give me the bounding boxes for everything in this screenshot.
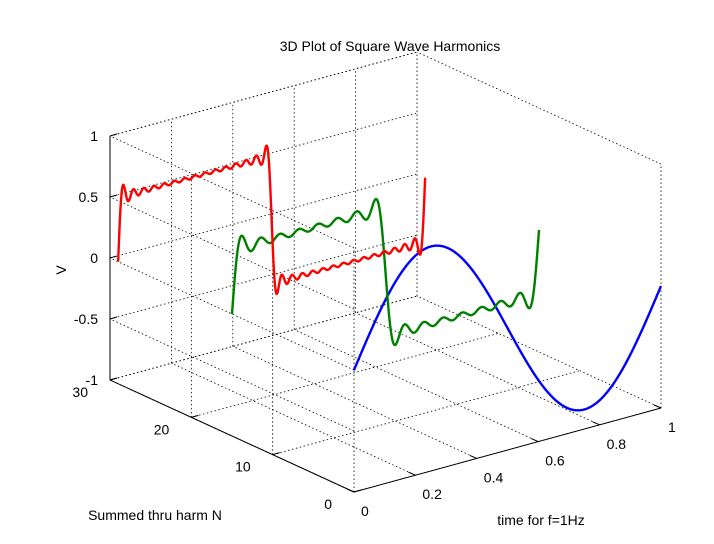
axes xyxy=(109,133,662,493)
x-tick-mark xyxy=(653,404,662,409)
z-tick-mark xyxy=(109,133,118,137)
grid-line xyxy=(109,112,418,198)
grid-line xyxy=(191,332,499,418)
box-edge xyxy=(416,51,662,165)
y-tick-label: 10 xyxy=(235,459,251,475)
z-tick-label: -1 xyxy=(86,372,99,388)
z-tick-mark xyxy=(109,377,118,381)
y-tick-mark xyxy=(272,452,280,456)
z-tick-label: 0 xyxy=(90,250,98,266)
grid-line xyxy=(109,234,418,320)
grid-line xyxy=(109,173,418,259)
series-line-n15 xyxy=(230,197,541,347)
z-tick-label: 1 xyxy=(90,128,98,144)
z-tick-label: -0.5 xyxy=(74,311,98,327)
x-tick-mark xyxy=(469,454,477,459)
x-tick-mark xyxy=(592,421,600,426)
grid-line xyxy=(232,346,477,459)
x-axis-line xyxy=(353,407,662,493)
grid-line xyxy=(294,329,539,442)
x-tick-label: 0.6 xyxy=(545,453,565,469)
z-tick-mark xyxy=(109,316,118,320)
series-layer xyxy=(116,144,663,412)
z-tick-mark xyxy=(109,194,118,198)
x-tick-label: 0 xyxy=(361,503,369,519)
x-tick-label: 0.8 xyxy=(607,436,627,452)
grid-line xyxy=(272,370,580,456)
grid-line xyxy=(416,295,662,409)
y-tick-mark xyxy=(353,489,362,493)
grid-line xyxy=(355,312,600,426)
z-tick-mark xyxy=(109,255,118,259)
x-tick-label: 0.4 xyxy=(484,469,504,485)
x-tick-label: 1 xyxy=(668,419,676,435)
y-tick-label: 30 xyxy=(72,384,88,400)
y-tick-mark xyxy=(191,414,199,418)
series-line-n1 xyxy=(352,244,663,412)
z-axis-label: V xyxy=(53,265,69,275)
z-tick-label: 0.5 xyxy=(79,189,99,205)
box-edge xyxy=(109,51,418,137)
grid-line xyxy=(109,318,355,432)
grid-line xyxy=(109,295,418,381)
grid-line xyxy=(109,196,355,310)
x-tick-label: 0.2 xyxy=(422,486,442,502)
grid-line xyxy=(109,295,418,381)
y-axis-label: Summed thru harm N xyxy=(88,507,222,523)
grid-line xyxy=(109,51,418,137)
y-axis-line xyxy=(109,379,355,493)
x-axis-label: time for f=1Hz xyxy=(497,512,585,528)
y-tick-label: 20 xyxy=(154,421,170,437)
x-tick-mark xyxy=(408,471,416,476)
x-tick-mark xyxy=(346,488,355,493)
grid-line xyxy=(109,257,355,371)
series-line-n29 xyxy=(116,144,427,296)
x-tick-mark xyxy=(531,438,539,443)
chart-title: 3D Plot of Square Wave Harmonics xyxy=(280,38,500,54)
grid-line xyxy=(171,362,416,476)
y-tick-label: 0 xyxy=(324,496,332,512)
grid-lines xyxy=(109,51,662,493)
